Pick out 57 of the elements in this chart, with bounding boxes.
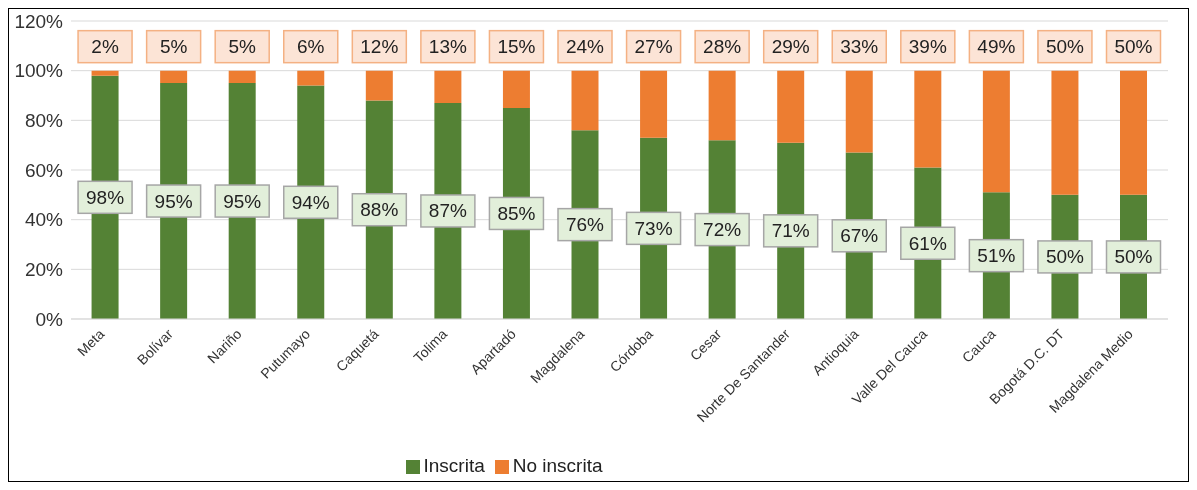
- data-label: 72%: [703, 219, 742, 241]
- y-tick-label: 100%: [14, 60, 64, 82]
- data-label: 12%: [360, 36, 399, 58]
- bar: [640, 70, 668, 138]
- y-tick-label: 80%: [24, 110, 64, 132]
- data-label: 71%: [771, 220, 810, 242]
- data-label: 15%: [497, 36, 536, 58]
- data-label: 27%: [634, 36, 673, 58]
- data-label: 50%: [1114, 246, 1153, 268]
- data-label: 50%: [1114, 36, 1153, 58]
- data-label: 2%: [91, 36, 119, 58]
- data-label: 95%: [223, 190, 262, 212]
- bar: [365, 70, 393, 101]
- data-label: 6%: [297, 36, 325, 58]
- data-label: 94%: [291, 191, 330, 213]
- bar: [777, 70, 805, 143]
- data-label: 13%: [428, 36, 467, 58]
- bar: [845, 70, 873, 153]
- bar: [297, 70, 325, 86]
- legend-label: No inscrita: [512, 455, 603, 476]
- data-label: 95%: [154, 190, 193, 212]
- data-label: 29%: [771, 36, 810, 58]
- bar: [434, 70, 462, 103]
- data-label: 76%: [565, 214, 605, 236]
- data-label: 49%: [977, 36, 1016, 58]
- bar: [1051, 70, 1079, 195]
- bar: [914, 70, 942, 168]
- data-label: 67%: [840, 225, 879, 247]
- data-label: 24%: [565, 36, 605, 58]
- bar: [1120, 70, 1148, 195]
- data-label: 61%: [908, 232, 947, 254]
- data-label: 85%: [497, 202, 536, 224]
- y-tick-label: 40%: [24, 209, 64, 231]
- data-label: 50%: [1045, 36, 1085, 58]
- data-label: 98%: [86, 186, 125, 208]
- data-label: 33%: [840, 36, 879, 58]
- data-label: 73%: [634, 217, 673, 239]
- y-tick-label: 0%: [35, 308, 64, 330]
- data-label: 51%: [977, 245, 1016, 267]
- bar: [982, 70, 1010, 193]
- y-tick-label: 120%: [14, 10, 64, 32]
- data-label: 88%: [360, 199, 399, 221]
- data-label: 28%: [703, 36, 742, 58]
- legend-label: Inscrita: [423, 455, 485, 476]
- data-label: 5%: [228, 36, 257, 58]
- bar: [228, 70, 256, 84]
- y-tick-label: 60%: [24, 159, 64, 181]
- bar: [571, 70, 599, 131]
- data-label: 50%: [1045, 246, 1085, 268]
- bar: [708, 70, 736, 141]
- bar: [160, 70, 188, 84]
- y-tick-label: 20%: [24, 259, 64, 281]
- data-label: 39%: [908, 36, 947, 58]
- bar: [91, 70, 119, 76]
- data-label: 5%: [159, 36, 188, 58]
- bar: [502, 70, 530, 108]
- data-label: 87%: [428, 200, 467, 222]
